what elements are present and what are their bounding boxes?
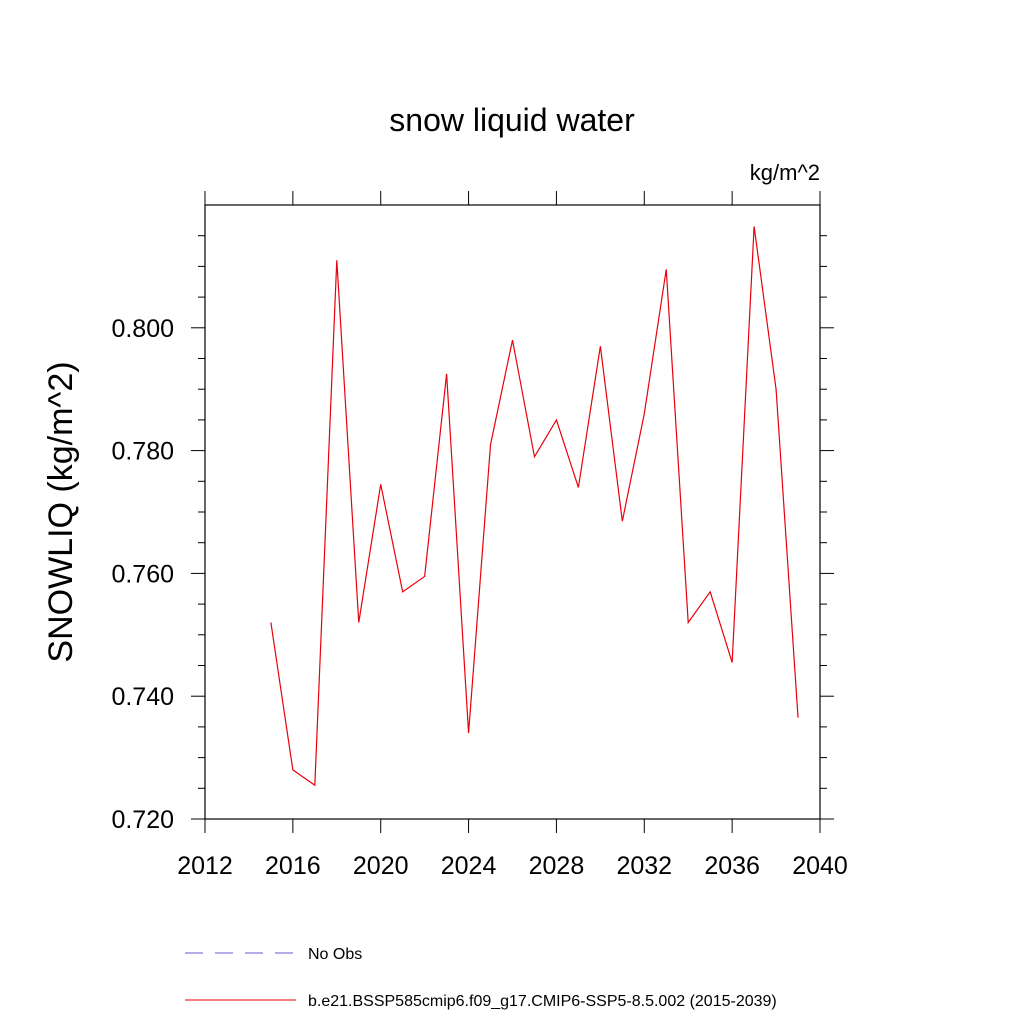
y-tick-label: 0.720 <box>111 806 174 834</box>
y-tick-label: 0.760 <box>111 560 174 588</box>
x-tick-label: 2036 <box>704 852 760 880</box>
series-line <box>270 226 799 787</box>
x-axis: 2012 2016 2020 2024 2028 2032 2036 2040 <box>177 191 848 880</box>
y-tick-label: 0.740 <box>111 683 174 711</box>
chart-title: snow liquid water <box>389 102 635 138</box>
legend-label: No Obs <box>308 946 362 963</box>
x-tick-label: 2020 <box>353 852 409 880</box>
plot-area <box>204 204 821 820</box>
y-axis-title: SNOWLIQ (kg/m^2) <box>42 361 80 662</box>
x-tick-label: 2016 <box>265 852 321 880</box>
x-tick-label: 2012 <box>177 852 233 880</box>
units-label: kg/m^2 <box>750 160 820 185</box>
x-tick-label: 2024 <box>441 852 497 880</box>
plot-frame <box>204 204 821 820</box>
x-tick-label: 2028 <box>529 852 585 880</box>
x-tick-label: 2032 <box>616 852 672 880</box>
y-axis: 0.720 0.740 0.760 0.780 0.800 <box>111 235 834 834</box>
y-tick-label: 0.800 <box>111 315 174 343</box>
series-layer <box>270 226 799 787</box>
legend: No Obs b.e21.BSSP585cmip6.f09_g17.CMIP6-S… <box>185 946 777 1010</box>
legend-label: b.e21.BSSP585cmip6.f09_g17.CMIP6-SSP5-8.… <box>308 993 777 1010</box>
x-tick-label: 2040 <box>792 852 848 880</box>
y-tick-label: 0.780 <box>111 438 174 466</box>
